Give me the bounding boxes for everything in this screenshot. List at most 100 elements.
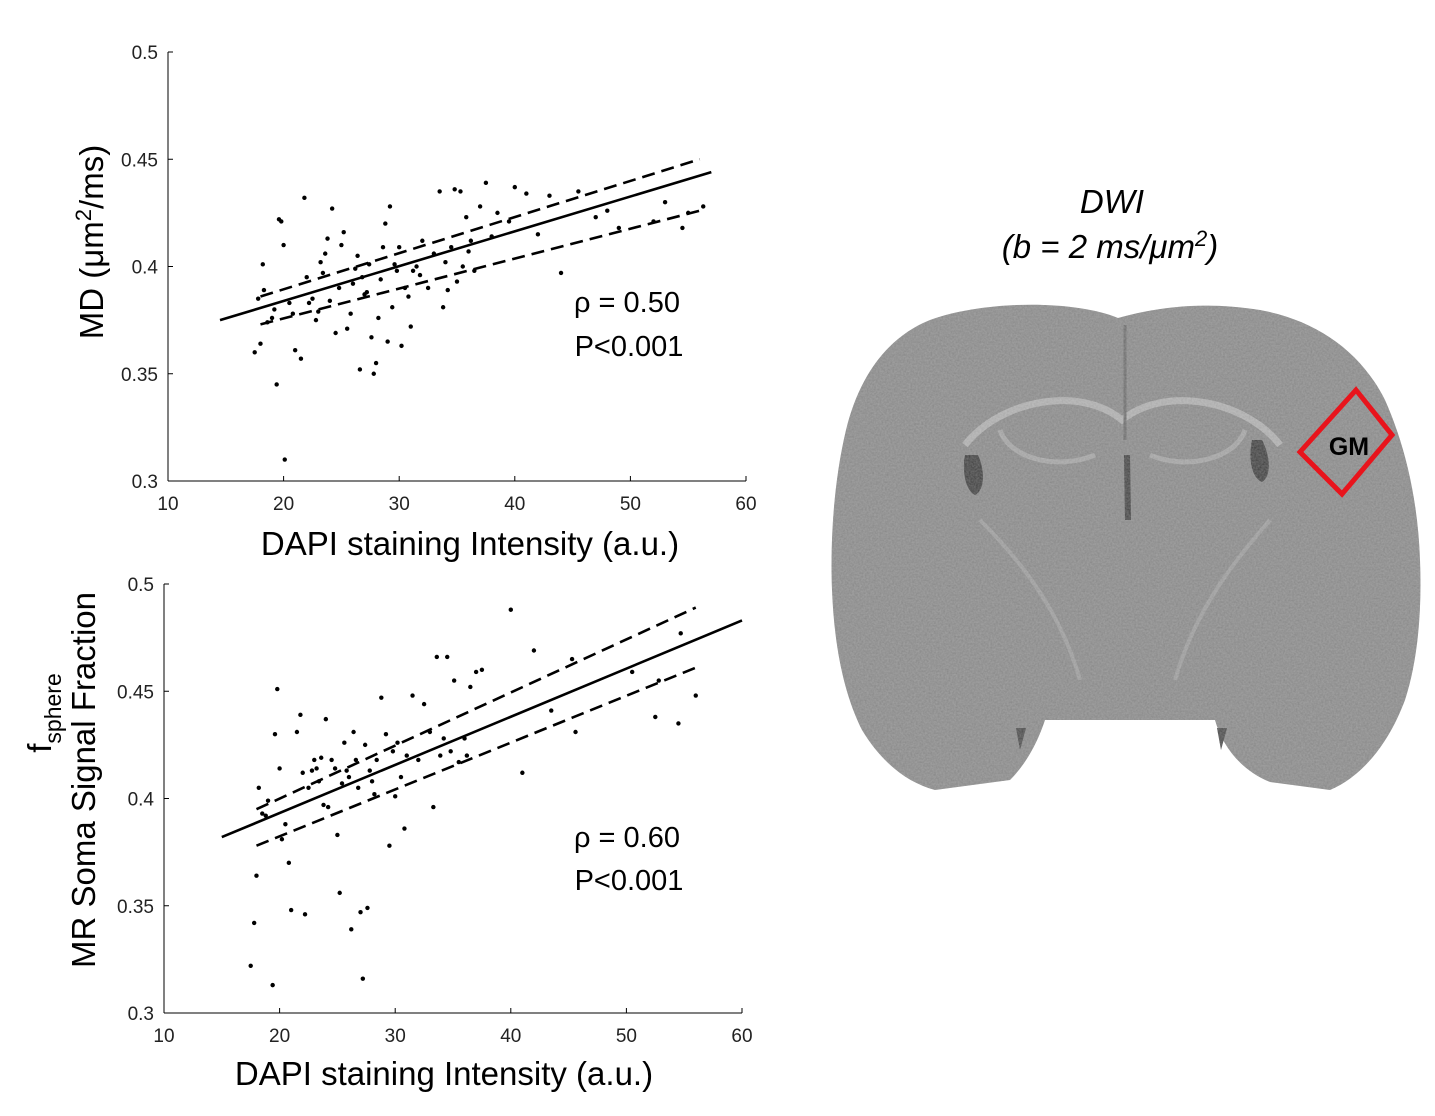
md-data-point xyxy=(371,371,376,376)
md-data-point xyxy=(686,210,691,216)
fsphere-scatter-chart: 10 20 30 40 50 60 0.3 0.35 0.4 0.45 0.5 ρ = 0.60 P… xyxy=(21,575,753,1092)
md-fit-lines xyxy=(219,158,712,326)
fsphere-data-point xyxy=(473,669,479,675)
fsphere-y-tick-label: 0.45 xyxy=(117,682,154,703)
md-data-point xyxy=(333,330,338,336)
md-data-point xyxy=(394,268,400,273)
md-data-point xyxy=(593,214,598,220)
md-data-point xyxy=(443,260,448,265)
md-data-point xyxy=(399,343,404,349)
md-data-point xyxy=(274,382,279,387)
md-data-point xyxy=(252,350,257,355)
md-data-point xyxy=(281,242,286,248)
fsphere-x-tick-label: 20 xyxy=(269,1026,290,1047)
fsphere-data-point xyxy=(337,890,342,896)
md-data-point xyxy=(410,268,416,273)
fsphere-data-point xyxy=(300,770,305,775)
hippocampus-right xyxy=(1149,429,1248,465)
fsphere-data-point xyxy=(270,982,275,988)
md-y-tick-label: 0.3 xyxy=(132,472,158,493)
md-data-point xyxy=(279,219,284,224)
ventricle-right xyxy=(1250,440,1269,482)
fsphere-y-tick-label: 0.4 xyxy=(128,790,155,811)
third-ventricle xyxy=(1124,454,1131,521)
dwi-subtitle-sup: 2 xyxy=(1194,226,1207,251)
md-data-point xyxy=(460,264,465,269)
fsphere-x-tick-label: 30 xyxy=(385,1026,406,1047)
fsphere-data-point xyxy=(344,768,349,773)
md-y-tick-label: 0.5 xyxy=(132,43,158,64)
hippocampus-left xyxy=(997,429,1096,465)
fsphere-data-point xyxy=(676,721,681,726)
fsphere-data-point xyxy=(653,714,658,720)
md-data-point xyxy=(512,184,517,190)
fsphere-y-label-f-main: f xyxy=(21,743,58,753)
md-data-point xyxy=(378,277,383,282)
fsphere-y-tick-label: 0.5 xyxy=(128,575,154,596)
md-data-point xyxy=(576,189,581,194)
md-data-point xyxy=(458,189,463,194)
md-data-point xyxy=(495,210,500,216)
md-data-point xyxy=(408,324,413,329)
md-data-point xyxy=(440,305,446,310)
md-data-point xyxy=(310,296,315,301)
md-data-point xyxy=(616,225,622,231)
fsphere-data-point xyxy=(251,920,257,926)
fsphere-data-point xyxy=(531,648,537,653)
md-data-point xyxy=(366,262,372,267)
fsphere-data-point xyxy=(263,813,268,818)
fsphere-data-point xyxy=(573,729,578,735)
md-data-point xyxy=(454,279,460,284)
fsphere-axes xyxy=(163,584,742,1014)
md-data-point xyxy=(290,311,296,316)
dwi-subtitle-main: (b = 2 ms/μm xyxy=(1002,228,1195,265)
md-data-point xyxy=(472,268,477,273)
md-x-tick-label: 40 xyxy=(504,494,525,515)
fsphere-data-point xyxy=(448,749,453,754)
md-data-point xyxy=(255,296,261,301)
fsphere-data-point xyxy=(353,757,359,763)
fsphere-data-point xyxy=(339,781,345,786)
md-ci-lower-line xyxy=(260,209,701,326)
md-data-point xyxy=(468,238,474,243)
md-data-point xyxy=(318,260,323,265)
md-data-point xyxy=(327,298,333,304)
ventral-vessel-left xyxy=(1016,728,1026,750)
fsphere-data-point xyxy=(362,742,368,748)
dwi-image-panel: DWI (b = 2 ms/μm2) GM xyxy=(831,183,1421,790)
md-data-point xyxy=(651,219,656,224)
md-y-axis-label: MD (μm2/ms) xyxy=(71,145,110,339)
md-data-point xyxy=(387,204,393,209)
fsphere-data-point xyxy=(387,843,392,848)
md-data-point xyxy=(325,236,330,241)
gm-roi-label: GM xyxy=(1329,433,1369,461)
fsphere-data-point xyxy=(456,759,461,765)
fsphere-data-point xyxy=(288,907,294,913)
md-data-point xyxy=(425,285,431,291)
fsphere-data-point xyxy=(464,753,470,758)
fsphere-data-point xyxy=(314,766,319,771)
md-y-label-tail: /ms) xyxy=(73,145,110,209)
fsphere-x-tick-label: 50 xyxy=(616,1026,637,1047)
md-data-point xyxy=(298,356,304,361)
md-data-point xyxy=(402,285,408,291)
fsphere-y-label-f: fsphere xyxy=(21,673,66,753)
fsphere-data-point xyxy=(294,729,300,735)
fsphere-data-point xyxy=(356,785,361,790)
md-data-point xyxy=(420,238,425,243)
md-data-point xyxy=(302,195,307,201)
md-data-point xyxy=(477,204,483,209)
md-points xyxy=(252,180,706,462)
fsphere-rho-annotation: ρ = 0.60 xyxy=(574,822,680,854)
corpus-callosum xyxy=(962,397,1283,448)
fsphere-data-point xyxy=(369,779,375,784)
fsphere-x-tick-label: 10 xyxy=(153,1026,174,1047)
md-data-point xyxy=(431,251,437,256)
md-y-tick-label: 0.35 xyxy=(121,365,158,386)
fsphere-data-point xyxy=(283,822,288,827)
md-data-point xyxy=(323,251,328,256)
md-data-point xyxy=(353,266,358,271)
md-data-point xyxy=(535,232,541,237)
md-data-point xyxy=(313,317,319,323)
